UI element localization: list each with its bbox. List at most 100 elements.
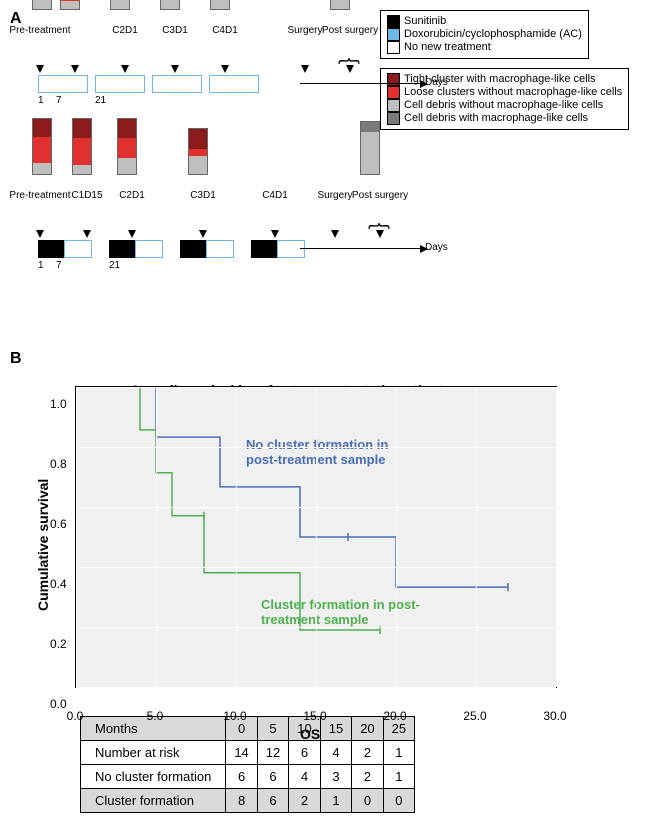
arrow-icon <box>83 230 91 238</box>
legend-item: Cell debris with macrophage-like cells <box>387 112 622 125</box>
days-label: Days <box>425 77 448 88</box>
legend-label: Cell debris without macrophage-like cell… <box>404 99 603 112</box>
cell: 1 <box>320 789 351 813</box>
stacked-bar <box>160 0 180 10</box>
timepoint-label: C2D1 <box>119 190 145 201</box>
stacked-bar <box>360 121 380 175</box>
bar-segment <box>361 122 379 132</box>
y-axis-label: Cumulative survival <box>35 479 51 611</box>
timepoint-label: Post surgery <box>352 190 408 201</box>
table-row: No cluster formation664321 <box>81 765 415 789</box>
legend-swatch <box>387 99 400 112</box>
cell: 6 <box>257 765 288 789</box>
row-label: No cluster formation <box>81 765 226 789</box>
arrow-icon <box>121 65 129 73</box>
bar-segment <box>331 0 349 9</box>
bar-segment <box>33 163 51 174</box>
timepoint-label: C3D1 <box>162 25 188 36</box>
km-line-no_cluster <box>76 387 508 587</box>
stacked-bar <box>110 0 130 10</box>
legend-label: Doxorubicin/cyclophosphamide (AC) <box>404 28 582 41</box>
cell: 3 <box>320 765 351 789</box>
arrow-icon <box>36 65 44 73</box>
risk-table: Months0510152025Number at risk14126421No… <box>80 716 415 813</box>
xtick: 0.0 <box>67 709 84 723</box>
bar-segment <box>189 149 207 156</box>
legend-swatch <box>387 15 400 28</box>
treatment-block <box>95 75 145 93</box>
bar-segment <box>118 158 136 175</box>
legend-swatch <box>387 41 400 54</box>
bar-segment <box>189 156 207 174</box>
bar-segment <box>211 0 229 9</box>
legend-item: No new treatment <box>387 41 582 54</box>
arrow-icon <box>171 65 179 73</box>
xtick: 5.0 <box>147 709 164 723</box>
tick-label: 1 <box>38 260 44 271</box>
cell: 0 <box>383 789 414 813</box>
stacked-bar <box>72 118 92 175</box>
legend-treatments: SunitinibDoxorubicin/cyclophosphamide (A… <box>380 10 589 59</box>
ytick: 0.4 <box>50 577 155 591</box>
arrow-icon <box>271 230 279 238</box>
brace-icon: ︷ <box>338 37 360 69</box>
treatment-block <box>64 240 92 258</box>
bar-segment <box>73 119 91 138</box>
timepoint-label: C2D1 <box>112 25 138 36</box>
ytick: 0.6 <box>50 517 155 531</box>
cell: 2 <box>352 741 383 765</box>
legend-swatch <box>387 28 400 41</box>
bar-segment <box>111 0 129 9</box>
cell: 1 <box>383 741 414 765</box>
treatment-block <box>206 240 234 258</box>
arrow-icon <box>71 65 79 73</box>
treatment-block <box>277 240 305 258</box>
ytick: 1.0 <box>50 397 155 411</box>
cell: 6 <box>289 741 320 765</box>
legend-item: Doxorubicin/cyclophosphamide (AC) <box>387 28 582 41</box>
treatment-line <box>20 75 440 93</box>
brace-icon: ︷ <box>368 202 390 234</box>
treatment-line <box>20 240 440 258</box>
treatment-block <box>180 240 208 258</box>
cell: 2 <box>352 765 383 789</box>
cell: 6 <box>257 789 288 813</box>
table-row: Number at risk14126421 <box>81 741 415 765</box>
arrow-icon <box>301 65 309 73</box>
cell: 6 <box>226 765 257 789</box>
arrow-icon <box>199 230 207 238</box>
treatment-block <box>209 75 259 93</box>
timepoint-label: C4D1 <box>262 190 288 201</box>
arrow-icon <box>331 230 339 238</box>
cell: 5 <box>257 717 288 741</box>
timepoint-label: Pre-treatment <box>9 25 70 36</box>
cell: 20 <box>352 717 383 741</box>
bar-segment <box>33 119 51 137</box>
xtick: 20.0 <box>383 709 406 723</box>
cell: 1 <box>383 765 414 789</box>
legend-item: Sunitinib <box>387 15 582 28</box>
tick-label: 21 <box>95 95 106 106</box>
arrow-icon <box>221 65 229 73</box>
xtick: 30.0 <box>543 709 566 723</box>
legend-label: No new treatment <box>404 41 491 54</box>
treatment-block <box>152 75 202 93</box>
cell: 4 <box>320 741 351 765</box>
axis-arrow <box>300 83 420 84</box>
table-row: Cluster formation862100 <box>81 789 415 813</box>
treatment-block <box>135 240 163 258</box>
stacked-bar <box>117 118 137 175</box>
panel-a: A SunitinibDoxorubicin/cyclophosphamide … <box>10 10 640 340</box>
legend-label: Cell debris with macrophage-like cells <box>404 112 588 125</box>
days-label: Days <box>425 242 448 253</box>
table-row: Months0510152025 <box>81 717 415 741</box>
legend-item: Cell debris without macrophage-like cell… <box>387 99 622 112</box>
axis-arrow <box>300 248 420 249</box>
timepoint-label: Surgery <box>317 190 352 201</box>
treatment-block <box>38 75 88 93</box>
bar-segment <box>161 0 179 9</box>
xtick: 10.0 <box>223 709 246 723</box>
cell: 14 <box>226 741 257 765</box>
legend-swatch <box>387 112 400 125</box>
bar-segment <box>73 165 91 174</box>
